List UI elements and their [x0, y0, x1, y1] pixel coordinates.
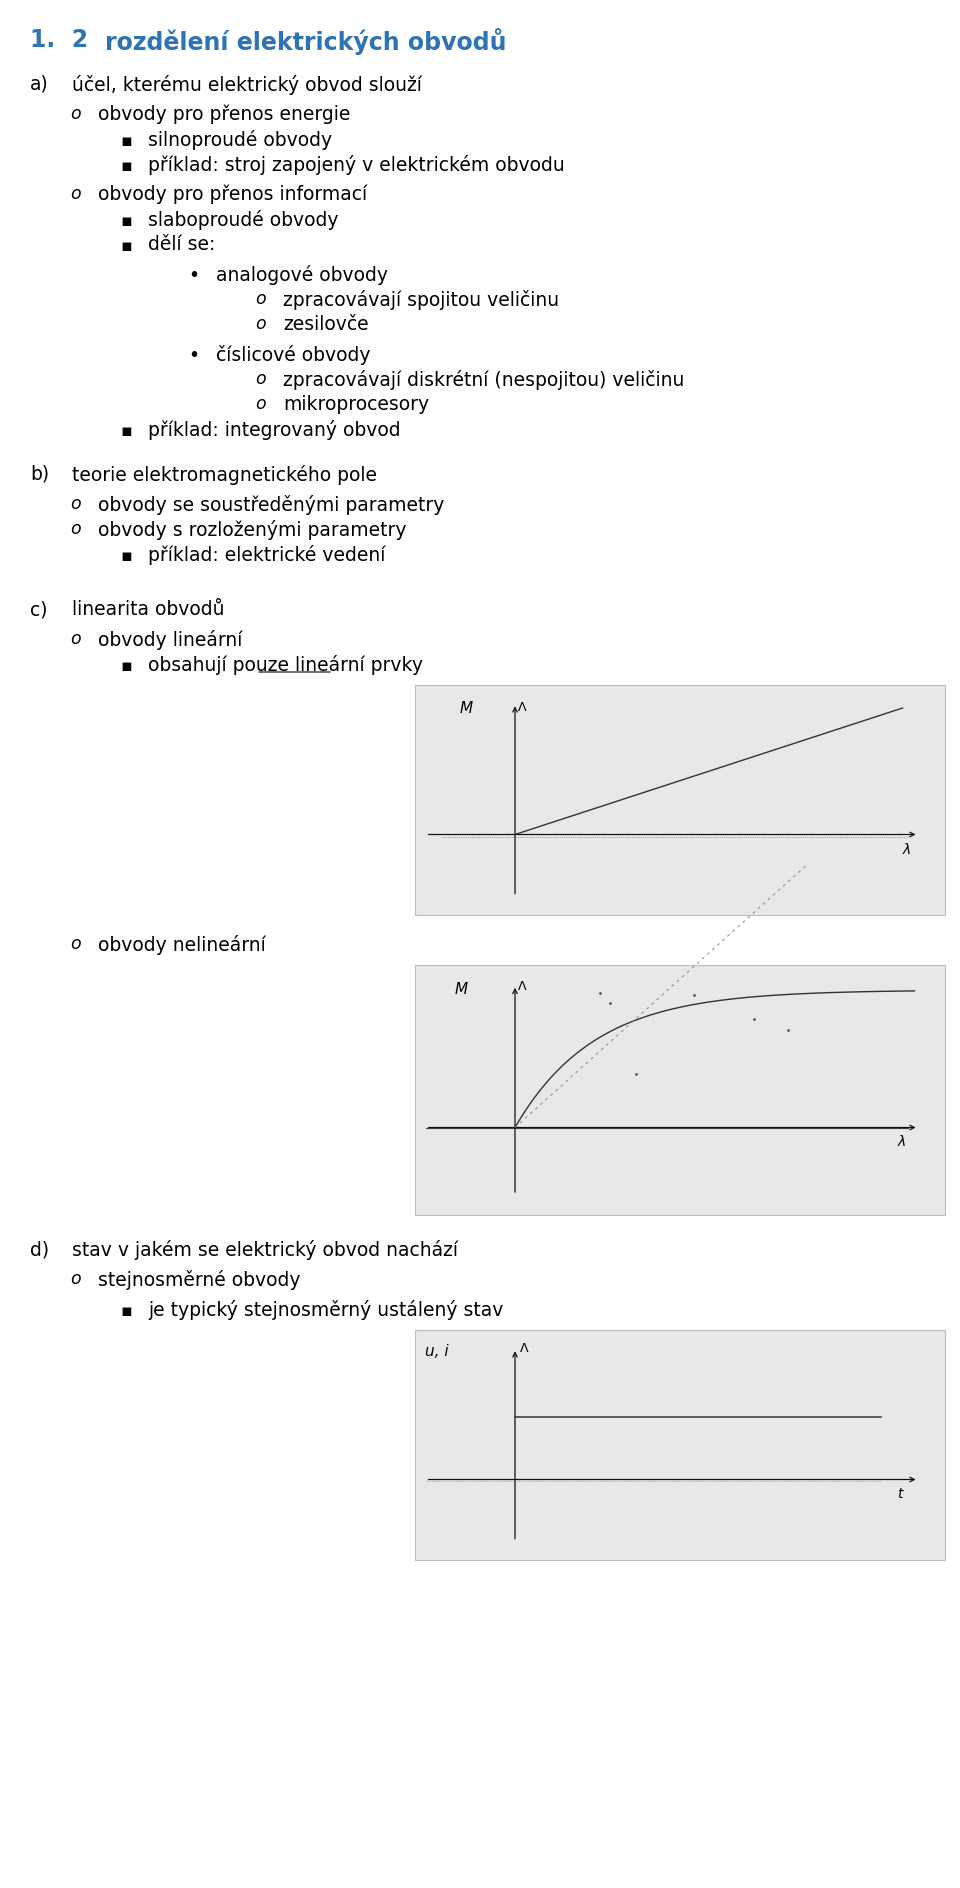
Text: ▪: ▪: [120, 657, 132, 676]
Text: teorie elektromagnetického pole: teorie elektromagnetického pole: [72, 464, 377, 485]
Text: obsahují pouze lineární prvky: obsahují pouze lineární prvky: [148, 655, 423, 676]
Text: obvody lineární: obvody lineární: [98, 631, 242, 649]
Text: •: •: [188, 346, 199, 364]
Text: dělí se:: dělí se:: [148, 234, 215, 255]
Text: u, i: u, i: [425, 1344, 448, 1359]
Text: Λ: Λ: [518, 700, 526, 714]
Text: obvody nelineární: obvody nelineární: [98, 935, 266, 955]
Text: M: M: [455, 982, 468, 997]
Text: stejnosměrné obvody: stejnosměrné obvody: [98, 1271, 300, 1290]
Text: o: o: [70, 935, 81, 953]
Text: o: o: [255, 291, 266, 308]
Text: účel, kterému elektrický obvod slouží: účel, kterému elektrický obvod slouží: [72, 76, 421, 94]
Text: obvody se soustředěnými parametry: obvody se soustředěnými parametry: [98, 495, 444, 515]
Text: číslicové obvody: číslicové obvody: [216, 346, 371, 364]
Text: 1.  2: 1. 2: [30, 28, 88, 53]
Text: o: o: [70, 519, 81, 538]
Text: stav v jakém se elektrický obvod nachází: stav v jakém se elektrický obvod nachází: [72, 1240, 458, 1259]
Text: zpracovávají spojitou veličinu: zpracovávají spojitou veličinu: [283, 291, 559, 310]
Text: mikroprocesory: mikroprocesory: [283, 395, 429, 413]
Text: příklad: integrovaný obvod: příklad: integrovaný obvod: [148, 419, 400, 440]
Text: Λ: Λ: [520, 1342, 529, 1354]
Text: ▪: ▪: [120, 211, 132, 230]
Text: ▪: ▪: [120, 423, 132, 440]
Text: •: •: [188, 266, 199, 285]
Text: b): b): [30, 464, 49, 483]
Text: obvody pro přenos informací: obvody pro přenos informací: [98, 185, 367, 204]
Text: ▪: ▪: [120, 1303, 132, 1320]
Text: linearita obvodů: linearita obvodů: [72, 600, 225, 619]
Text: o: o: [70, 185, 81, 204]
Text: o: o: [255, 370, 266, 389]
Text: obvody s rozloženými parametry: obvody s rozloženými parametry: [98, 519, 406, 540]
Bar: [415, 685, 945, 916]
Text: obvody pro přenos energie: obvody pro přenos energie: [98, 106, 350, 125]
Text: o: o: [70, 631, 81, 648]
Text: a): a): [30, 76, 49, 94]
Text: silnoproudé obvody: silnoproudé obvody: [148, 130, 332, 149]
Text: λ: λ: [902, 842, 911, 857]
Text: M: M: [460, 700, 473, 716]
Bar: [415, 1329, 945, 1559]
Text: c): c): [30, 600, 47, 619]
Text: o: o: [70, 495, 81, 514]
Text: ▪: ▪: [120, 157, 132, 176]
Text: příklad: elektrické vedení: příklad: elektrické vedení: [148, 546, 385, 565]
Text: příklad: stroj zapojený v elektrickém obvodu: příklad: stroj zapojený v elektrickém ob…: [148, 155, 564, 176]
Text: ▪: ▪: [120, 548, 132, 565]
Text: analogové obvody: analogové obvody: [216, 264, 388, 285]
Text: o: o: [70, 1271, 81, 1288]
Text: zpracovávají diskrétní (nespojitou) veličinu: zpracovávají diskrétní (nespojitou) veli…: [283, 370, 684, 391]
Text: o: o: [255, 395, 266, 413]
Text: o: o: [255, 315, 266, 332]
Text: ▪: ▪: [120, 238, 132, 255]
Text: zesilovče: zesilovče: [283, 315, 369, 334]
Text: rozdělení elektrických obvodů: rozdělení elektrických obvodů: [105, 28, 507, 55]
Bar: [415, 965, 945, 1216]
Text: slaboproudé obvody: slaboproudé obvody: [148, 210, 339, 230]
Text: t: t: [898, 1488, 902, 1501]
Text: λ: λ: [898, 1135, 905, 1150]
Text: Λ: Λ: [518, 980, 526, 993]
Text: je typický stejnosměrný ustálený stav: je typický stejnosměrný ustálený stav: [148, 1301, 503, 1320]
Text: o: o: [70, 106, 81, 123]
Text: ▪: ▪: [120, 132, 132, 149]
Text: d): d): [30, 1240, 49, 1259]
